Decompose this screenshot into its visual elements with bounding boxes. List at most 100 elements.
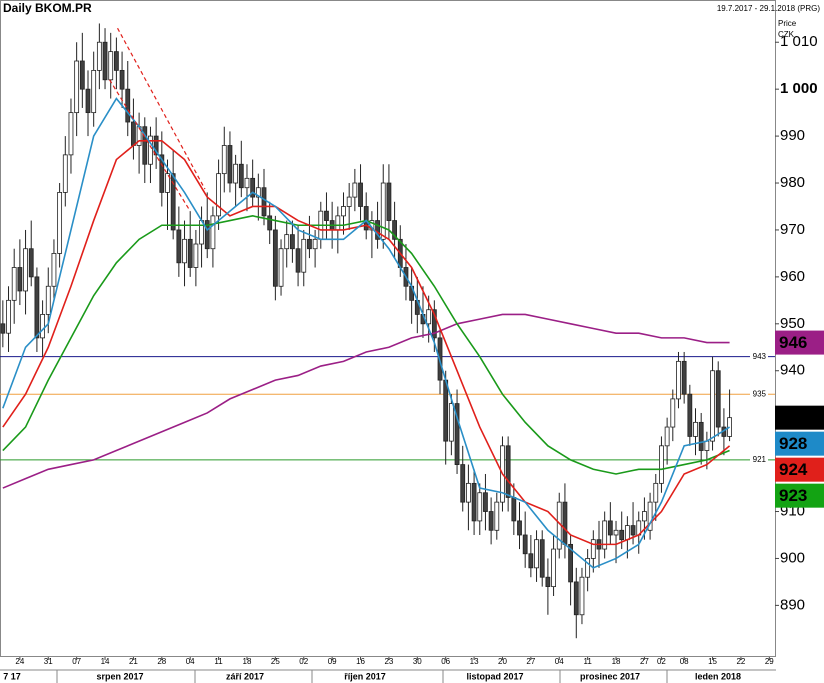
candle-body xyxy=(153,135,159,156)
month-label: listopad 2017 xyxy=(466,671,523,681)
candle-body xyxy=(40,314,45,339)
candle-body xyxy=(0,323,6,334)
candle-body xyxy=(6,299,11,334)
candle-body xyxy=(11,267,17,301)
candle-body xyxy=(148,135,153,165)
price-tag xyxy=(775,457,824,482)
candle-body xyxy=(494,501,500,531)
x-tick-label: 16 xyxy=(356,657,365,666)
x-tick-label: 27 xyxy=(640,657,649,666)
candle-body xyxy=(687,393,693,437)
price-tag-label: 928 xyxy=(779,434,807,453)
x-tick-label: 29 xyxy=(765,657,774,666)
x-tick-label: 04 xyxy=(186,657,195,666)
candle-body xyxy=(204,220,210,250)
candle-body xyxy=(426,309,432,325)
candle-body xyxy=(522,534,528,555)
candle-body xyxy=(165,173,170,193)
candle-body xyxy=(272,229,278,287)
y-tick-label: 940 xyxy=(780,362,805,379)
candle-body xyxy=(528,553,534,569)
hline-label: 943 xyxy=(753,352,767,361)
x-tick-label: 22 xyxy=(736,657,745,666)
candle-body xyxy=(170,173,176,231)
candle-body xyxy=(131,121,136,146)
price-tag-label: 923 xyxy=(779,486,807,505)
candle-body xyxy=(477,492,483,522)
moving-average-line xyxy=(2,139,731,546)
candle-body xyxy=(624,525,630,541)
y-label: Price xyxy=(778,19,797,28)
candle-body xyxy=(681,360,687,395)
candle-body xyxy=(539,539,545,578)
candle-body xyxy=(698,421,704,451)
hline-label-bg xyxy=(750,351,768,362)
price-tag-label: 930 xyxy=(779,408,807,427)
candle-body xyxy=(664,426,670,447)
candle-body xyxy=(613,529,619,536)
hline-label-bg xyxy=(750,454,768,465)
candle-body xyxy=(715,370,721,428)
candle-body xyxy=(182,238,187,264)
candle-body xyxy=(358,182,363,207)
candle-body xyxy=(545,576,551,588)
x-tick-label: 14 xyxy=(101,657,110,666)
candle-body xyxy=(267,215,273,231)
candle-body xyxy=(573,581,579,616)
candle-body xyxy=(91,69,97,114)
x-tick-label: 06 xyxy=(441,657,450,666)
candle-body xyxy=(238,163,244,189)
y-tick-label: 970 xyxy=(780,221,805,238)
price-tag xyxy=(775,431,824,456)
candle-body xyxy=(551,548,556,588)
candle-body xyxy=(187,238,193,268)
candle-body xyxy=(312,238,318,250)
candle-body xyxy=(341,206,346,217)
candle-body xyxy=(176,229,182,264)
candle-body xyxy=(562,501,568,545)
candle-body xyxy=(619,529,625,541)
y-tick-label: 1 010 xyxy=(780,33,818,50)
candle-body xyxy=(483,492,488,512)
candle-body xyxy=(443,379,449,442)
candle-body xyxy=(28,248,34,278)
x-tick-label: 28 xyxy=(157,657,166,666)
candle-body xyxy=(193,243,199,268)
candle-body xyxy=(210,215,216,250)
price-tag-label: 924 xyxy=(779,460,808,479)
candle-body xyxy=(142,126,148,165)
candle-body xyxy=(534,539,539,569)
x-tick-label: 11 xyxy=(214,657,223,666)
candle-body xyxy=(352,182,358,198)
candle-body xyxy=(471,482,477,522)
candle-body xyxy=(431,309,437,339)
candle-body xyxy=(233,163,239,184)
candle-body xyxy=(74,60,80,114)
x-tick-label: 18 xyxy=(243,657,252,666)
x-tick-label: 21 xyxy=(129,657,138,666)
candle-body xyxy=(460,464,466,503)
candle-body xyxy=(17,267,23,292)
month-label: srpen 2017 xyxy=(96,671,143,681)
x-tick-label: 23 xyxy=(384,657,393,666)
x-tick-label: 18 xyxy=(612,657,621,666)
candle-body xyxy=(261,187,267,217)
x-tick-label: 25 xyxy=(271,657,280,666)
y-tick-label: 1 000 xyxy=(780,80,818,97)
candle-body xyxy=(159,154,165,193)
candle-body xyxy=(448,403,454,442)
candle-body xyxy=(301,238,307,273)
candle-body xyxy=(125,88,131,123)
candle-body xyxy=(466,482,471,503)
candle-body xyxy=(517,520,522,536)
candle-body xyxy=(590,539,596,559)
candle-body xyxy=(579,576,585,616)
month-label: prosinec 2017 xyxy=(580,671,640,681)
candle-body xyxy=(278,248,284,287)
x-tick-label: 04 xyxy=(555,657,564,666)
candle-body xyxy=(653,482,659,503)
candle-body xyxy=(585,558,591,578)
candle-body xyxy=(392,220,397,240)
